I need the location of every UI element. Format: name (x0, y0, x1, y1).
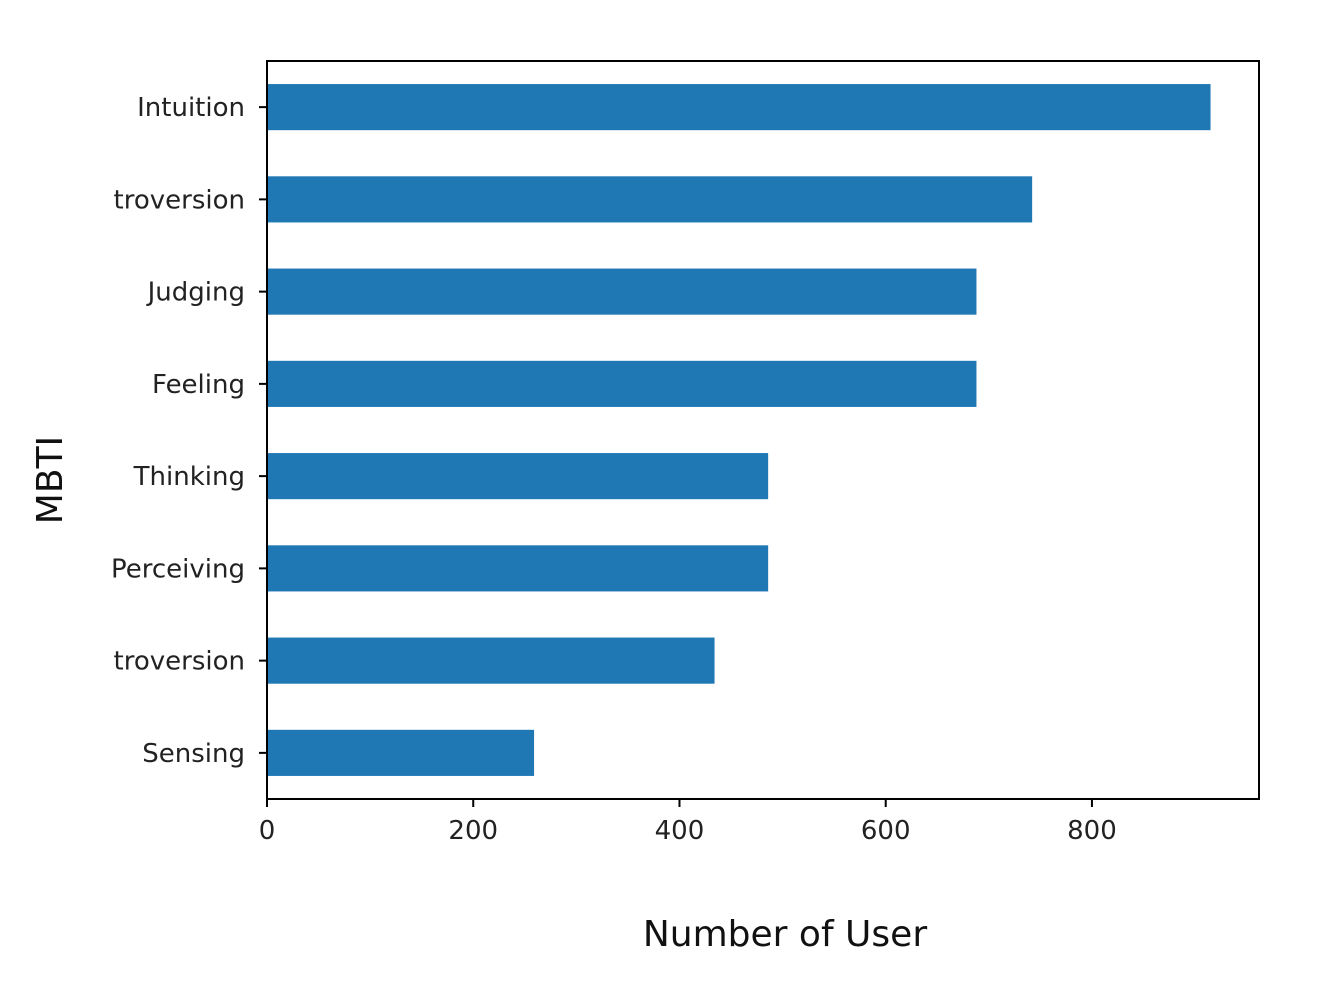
x-tick-label: 0 (259, 816, 276, 846)
y-tick-label: troversion (114, 647, 245, 677)
bar (267, 545, 769, 592)
x-tick-label: 800 (1067, 816, 1117, 846)
bar (267, 453, 769, 500)
bar (267, 360, 977, 407)
y-tick-label: Judging (146, 278, 245, 308)
y-tick-label: Feeling (152, 370, 245, 400)
x-tick-label: 200 (448, 816, 498, 846)
bar (267, 268, 977, 315)
x-tick-label: 600 (861, 816, 911, 846)
bars-group (267, 84, 1211, 776)
bar (267, 84, 1211, 131)
y-tick-label: Thinking (133, 462, 245, 492)
bar (267, 176, 1033, 223)
x-axis-title: Number of User (643, 914, 927, 955)
x-tick-label: 400 (655, 816, 705, 846)
bar (267, 637, 715, 684)
y-tick-label: Perceiving (111, 554, 245, 584)
y-ticks-group: Intuition troversion Judging Feeling Thinkin… (111, 93, 267, 769)
y-tick-label: troversion (114, 185, 245, 215)
y-tick-label: Intuition (137, 93, 245, 123)
y-tick-label: Sensing (142, 739, 245, 769)
bar (267, 729, 535, 776)
plot-frame (266, 60, 1260, 800)
x-ticks-group: 0 200 400 600 800 (259, 799, 1117, 846)
y-axis-title: MBTI (30, 436, 71, 524)
